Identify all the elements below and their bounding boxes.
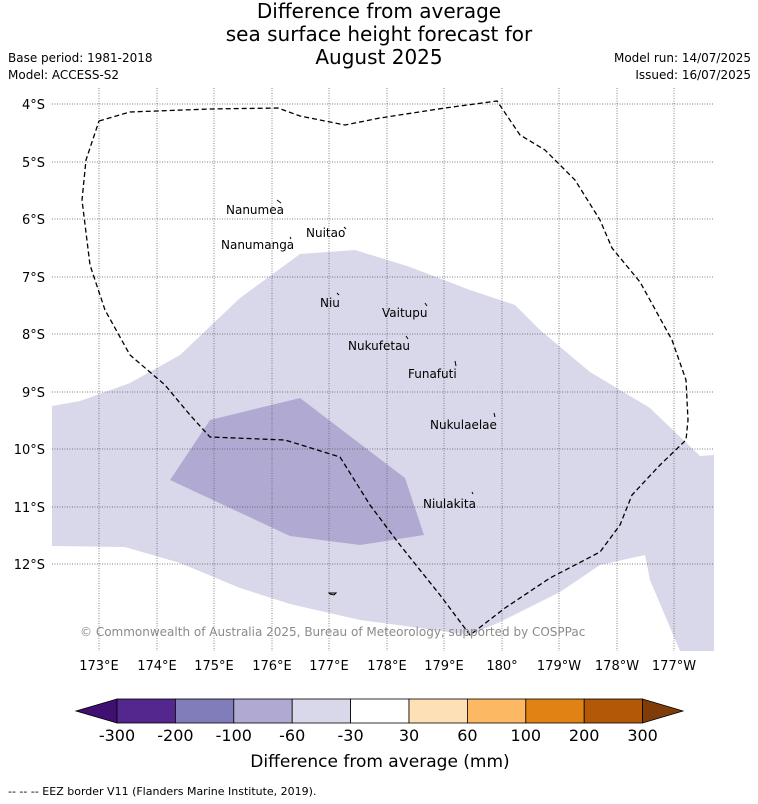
colorbar-tick: 60 [457, 726, 477, 745]
lat-label: 10°S [14, 443, 45, 458]
lat-label: 6°S [22, 213, 45, 228]
lon-label: 179°W [537, 659, 581, 674]
colorbar-tick: 30 [399, 726, 419, 745]
colorbar-bin [525, 698, 585, 724]
run-info: Model run: 14/07/2025 Issued: 16/07/2025 [614, 50, 751, 84]
place-label-nukufetau: Nukufetau [348, 339, 410, 353]
colorbar-tick: -200 [157, 726, 193, 745]
colorbar-extend-high [642, 698, 685, 724]
model-info: Base period: 1981-2018 Model: ACCESS-S2 [8, 50, 153, 84]
colorbar-tick: -60 [279, 726, 305, 745]
lon-label: 176°E [252, 659, 292, 674]
lon-label: 173°E [79, 659, 119, 674]
island-vaitupu [424, 302, 428, 307]
colorbar-tick: -300 [99, 726, 135, 745]
eez-border [81, 100, 689, 636]
lon-label: 178°W [595, 659, 639, 674]
lon-label: 177°E [309, 659, 349, 674]
colorbar-tick: 300 [627, 726, 658, 745]
model-name: Model: ACCESS-S2 [8, 68, 120, 82]
lon-label: 180° [486, 659, 517, 674]
place-label-niulakita: Niulakita [423, 497, 476, 511]
lat-label: 8°S [22, 328, 45, 343]
lon-label: 179°E [424, 659, 464, 674]
reef-outline [327, 592, 338, 596]
place-label-funafuti: Funafuti [408, 367, 457, 381]
colorbar-bin [583, 698, 644, 724]
anomaly-area-medium [170, 398, 424, 545]
island-nanumanga [289, 236, 292, 240]
island-nanumea [276, 199, 282, 204]
title-line-2: sea surface height forecast for [225, 22, 533, 46]
island-niu [336, 292, 340, 296]
place-label-nuitao: Nuitao [306, 226, 345, 240]
colorbar-label: Difference from average (mm) [250, 752, 509, 772]
place-label-nanumanga: Nanumanga [221, 238, 294, 252]
colorbar-extend-low [74, 698, 118, 724]
islands [276, 199, 496, 596]
lon-label: 174°E [137, 659, 177, 674]
island-funafuti [454, 360, 457, 367]
colorbar [74, 698, 685, 724]
eez-legend: -- -- -- EEZ border V11 (Flanders Marine… [8, 785, 317, 798]
lon-label: 178°E [367, 659, 407, 674]
place-label-niu: Niu [320, 296, 340, 310]
issued-date: Issued: 16/07/2025 [635, 68, 751, 82]
lon-label: 175°E [194, 659, 234, 674]
lat-label: 11°S [14, 501, 45, 516]
lat-label: 9°S [22, 386, 45, 401]
base-period: Base period: 1981-2018 [8, 51, 153, 65]
colorbar-bin [174, 698, 235, 724]
place-label-nanumea: Nanumea [226, 203, 284, 217]
lat-label: 12°S [14, 558, 45, 573]
map-gridlines [52, 88, 714, 651]
lat-label: 7°S [22, 271, 45, 286]
place-label-vaitupu: Vaitupu [382, 306, 428, 320]
island-nuitao [343, 226, 347, 230]
copyright-notice: © Commonwealth of Australia 2025, Bureau… [80, 625, 585, 639]
colorbar-bin [233, 698, 293, 724]
island-nukulaelae [493, 412, 496, 418]
map-title: Difference from average sea surface heig… [0, 0, 758, 69]
model-run: Model run: 14/07/2025 [613, 51, 751, 65]
colorbar-bin [408, 698, 468, 724]
lon-label: 177°W [652, 659, 696, 674]
place-label-nukulaelae: Nukulaelae [430, 418, 497, 432]
colorbar-bin [291, 698, 352, 724]
colorbar-tick: -30 [338, 726, 364, 745]
island-niulakita [471, 491, 474, 495]
colorbar-tick: -100 [216, 726, 252, 745]
anomaly-area-light [52, 250, 714, 651]
colorbar-bin [116, 698, 176, 724]
map-plot-area: Nanumea Nuitao Nanumanga Niu Vaitupu Nuk… [52, 88, 714, 651]
colorbar-tick: 200 [569, 726, 600, 745]
colorbar-tick: 100 [511, 726, 542, 745]
island-nukufetau [405, 335, 409, 340]
lat-label: 5°S [22, 156, 45, 171]
colorbar-bin [466, 698, 527, 724]
lat-label: 4°S [22, 98, 45, 113]
title-line-1: Difference from average [256, 0, 502, 23]
title-line-3: August 2025 [315, 45, 443, 69]
colorbar-bin [350, 698, 410, 724]
